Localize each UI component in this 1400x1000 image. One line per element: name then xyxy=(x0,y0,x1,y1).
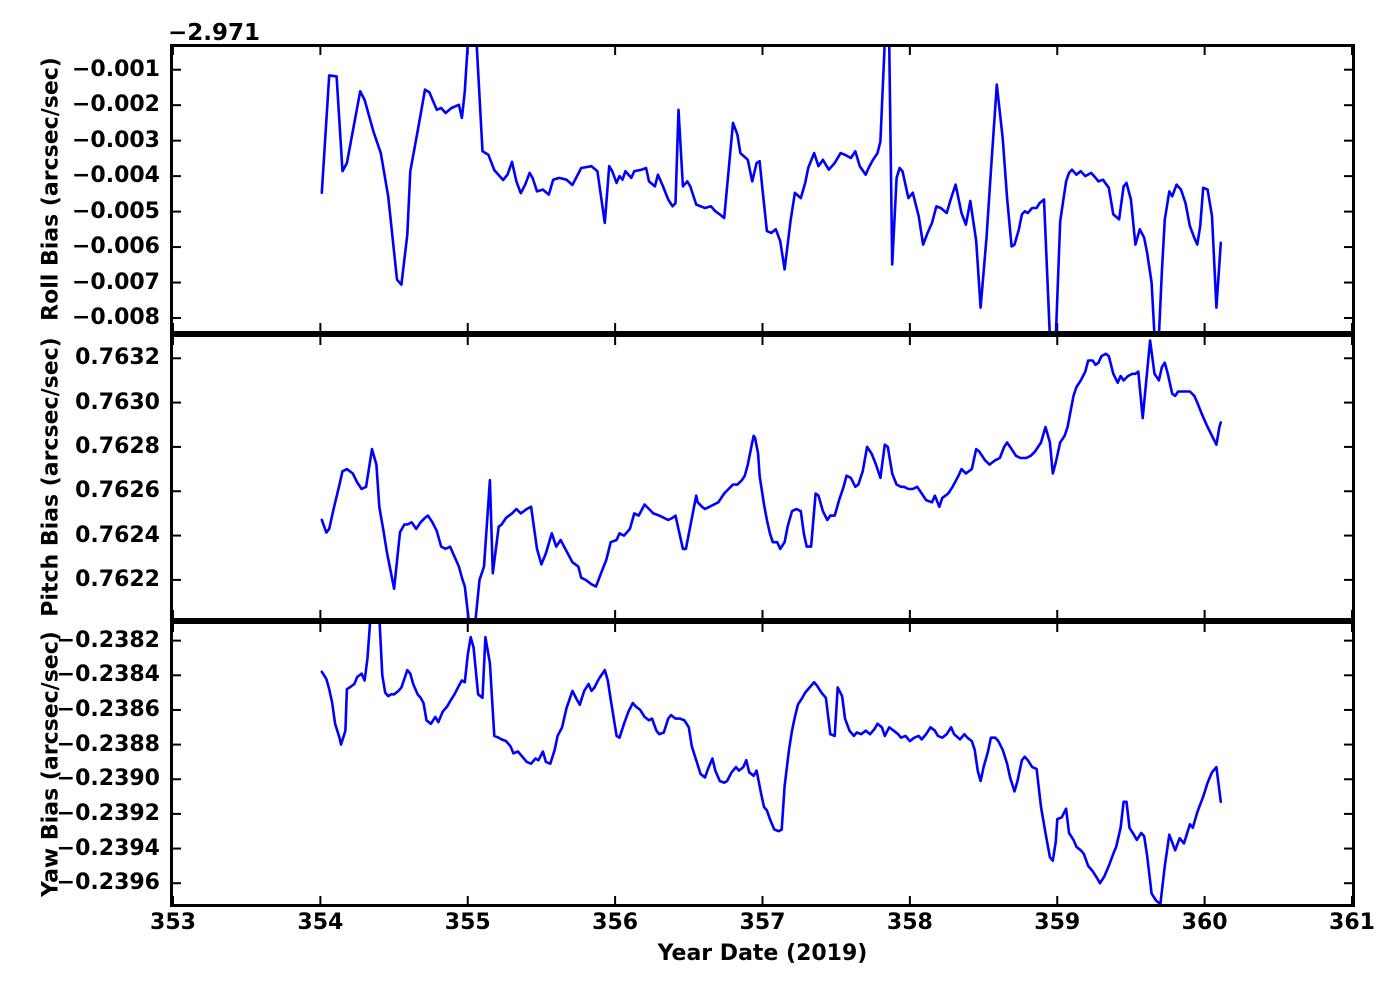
x-tick-label: 359 xyxy=(1034,910,1081,935)
roll-bias-axes xyxy=(170,44,1355,334)
pitch-bias-ytick-label: 0.7624 xyxy=(75,522,160,548)
pitch-bias-ytick-label: 0.7622 xyxy=(75,566,160,592)
roll-bias-ytick-label: −0.001 xyxy=(71,56,160,82)
yaw-bias-ytick-label: −0.2390 xyxy=(56,766,160,792)
yaw-bias-line xyxy=(320,624,1223,904)
x-tick-label: 358 xyxy=(886,910,933,935)
yaw-bias-ytick-label: −0.2386 xyxy=(56,696,160,722)
yaw-bias-ytick-label: −0.2396 xyxy=(56,870,160,896)
roll-bias-ytick-label: −0.002 xyxy=(71,92,160,118)
yaw-bias-axes xyxy=(170,621,1355,907)
roll-bias-ytick-label: −0.007 xyxy=(71,269,160,295)
x-tick-label: 360 xyxy=(1181,910,1228,935)
pitch-bias-plot xyxy=(173,337,1352,618)
x-tick-label: 356 xyxy=(592,910,639,935)
pitch-bias-line xyxy=(320,339,1223,618)
yaw-bias-ytick-label: −0.2382 xyxy=(56,627,160,653)
yaw-bias-ytick-label: −0.2392 xyxy=(56,800,160,826)
roll-bias-ytick-label: −0.008 xyxy=(71,305,160,331)
pitch-bias-ytick-label: 0.7626 xyxy=(75,478,160,504)
yaw-bias-ytick-label: −0.2394 xyxy=(56,835,160,861)
roll-bias-ytick-label: −0.003 xyxy=(71,127,160,153)
x-tick-label: 355 xyxy=(444,910,491,935)
yaw-bias-tick-marks xyxy=(173,624,1352,904)
pitch-bias-ytick-label: 0.7628 xyxy=(75,433,160,459)
yaw-bias-plot xyxy=(173,624,1352,904)
yaw-bias-ytick-label: −0.2384 xyxy=(56,662,160,688)
x-axis-label: Year Date (2019) xyxy=(657,941,868,966)
x-tick-label: 357 xyxy=(739,910,786,935)
roll-bias-plot xyxy=(173,47,1352,331)
pitch-bias-axes xyxy=(170,334,1355,621)
roll-axis-offset-text: −2.971 xyxy=(168,20,261,46)
pitch-bias-tick-marks xyxy=(173,337,1352,618)
yaw-bias-ytick-label: −0.2388 xyxy=(56,731,160,757)
roll-bias-ytick-label: −0.006 xyxy=(71,234,160,260)
roll-bias-ytick-label: −0.005 xyxy=(71,198,160,224)
x-tick-label: 354 xyxy=(297,910,344,935)
pitch-bias-ytick-label: 0.7632 xyxy=(75,345,160,371)
roll-bias-ytick-label: −0.004 xyxy=(71,163,160,189)
pitch-bias-ytick-label: 0.7630 xyxy=(75,389,160,415)
roll-bias-line xyxy=(320,47,1223,331)
x-tick-label: 361 xyxy=(1329,910,1375,935)
x-tick-label: 353 xyxy=(150,910,196,935)
